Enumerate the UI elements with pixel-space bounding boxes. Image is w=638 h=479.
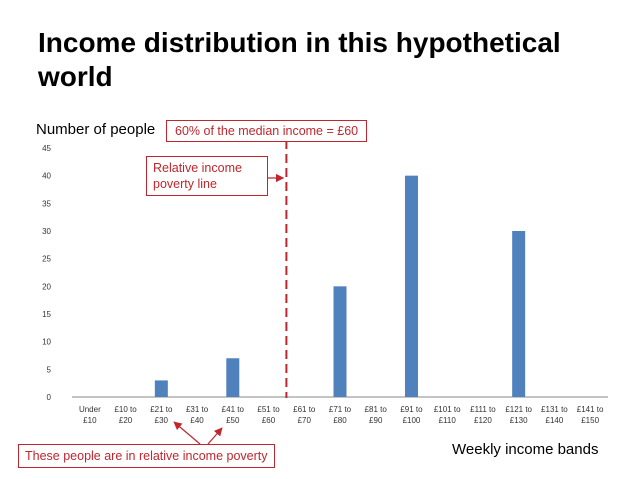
bar: [512, 231, 526, 397]
x-tick-label: £131 to £140: [541, 405, 568, 425]
x-tick-label: £81 to £90: [365, 405, 388, 425]
x-tick-label: £91 to £100: [400, 405, 423, 425]
bar: [333, 286, 347, 397]
y-tick-label: 10: [42, 338, 51, 347]
x-tick-label: £31 to £40: [186, 405, 209, 425]
x-tick-label: Under £10: [79, 405, 101, 425]
bar: [404, 175, 418, 397]
x-axis-label: Weekly income bands: [452, 441, 599, 458]
bar: [154, 380, 168, 397]
x-tick-label: £10 to £20: [114, 405, 137, 425]
y-tick-label: 45: [42, 144, 51, 153]
x-tick-label: £101 to £110: [434, 405, 461, 425]
bar: [226, 358, 240, 397]
poverty-group-arrow-left: [173, 421, 201, 445]
relative-poverty-callout: These people are in relative income pove…: [18, 444, 275, 468]
chart-title: Income distribution in this hypothetical…: [38, 27, 561, 92]
x-tick-label: £41 to £50: [222, 405, 245, 425]
y-tick-label: 40: [42, 172, 51, 181]
y-tick-label: 5: [47, 365, 52, 374]
x-tick-label: £141 to £150: [577, 405, 604, 425]
y-tick-label: 20: [42, 282, 51, 291]
y-tick-label: 0: [47, 393, 52, 402]
x-tick-label: £71 to £80: [329, 405, 352, 425]
x-tick-label: £111 to £120: [470, 405, 496, 425]
median-income-callout: 60% of the median income = £60: [166, 120, 368, 142]
poverty-line-callout: Relative income poverty line: [146, 156, 268, 196]
y-tick-label: 30: [42, 227, 51, 236]
y-tick-label: 25: [42, 255, 51, 264]
x-tick-label: £21 to £30: [150, 405, 173, 425]
x-tick-label: £121 to £130: [505, 405, 532, 425]
y-tick-label: 15: [42, 310, 51, 319]
y-axis-label: Number of people: [36, 121, 156, 138]
x-tick-label: £51 to £60: [257, 405, 280, 425]
y-tick-label: 35: [42, 199, 51, 208]
x-tick-label: £61 to £70: [293, 405, 316, 425]
poverty-group-arrow-right: [207, 427, 223, 445]
